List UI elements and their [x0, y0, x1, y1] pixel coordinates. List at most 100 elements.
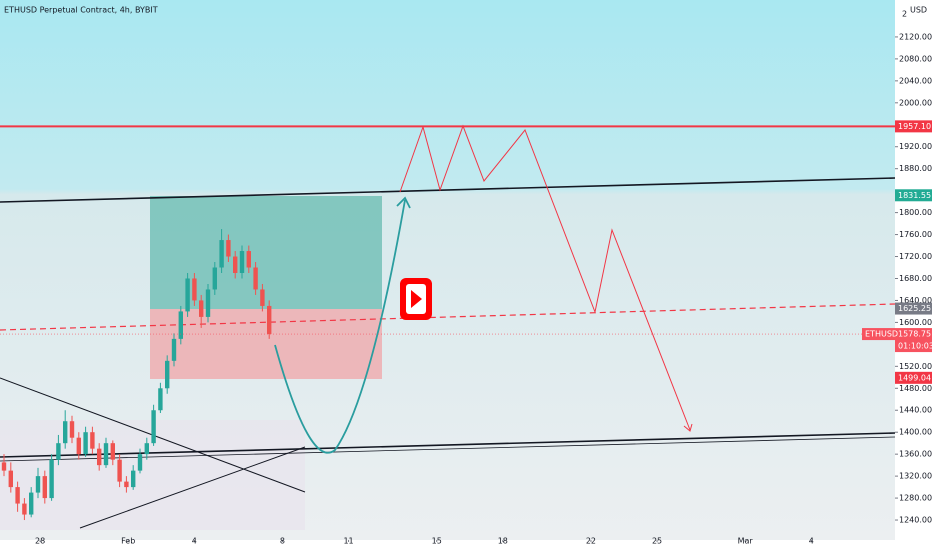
candle-body: [246, 251, 251, 268]
profit-zone: [150, 196, 382, 309]
price-tag: 1578.75 01:10:03: [895, 328, 932, 353]
candle-body: [117, 459, 122, 482]
candle-body: [158, 388, 163, 411]
price-axis: [895, 0, 932, 550]
price-tag-label: 1831.55: [898, 191, 931, 200]
candle-body: [103, 443, 109, 466]
candle-body: [63, 421, 68, 444]
candle-body: [8, 470, 13, 488]
candle-body: [171, 338, 177, 361]
time-axis: [0, 540, 895, 550]
price-tag-label: 1578.75: [898, 330, 931, 339]
channel-bottom: [0, 432, 896, 458]
x-tick-label: Mar: [738, 537, 754, 546]
x-tick-label: 4: [192, 537, 197, 546]
candle-body: [42, 476, 47, 499]
candle-body: [35, 476, 41, 493]
y-tick-label: 1480.00: [899, 384, 932, 393]
candle-body: [56, 443, 61, 460]
candle-body: [233, 256, 238, 273]
price-tag: 1625.25: [895, 302, 932, 315]
price-tag-box: [895, 302, 932, 315]
x-tick-label: 28: [35, 537, 45, 546]
y-tick-label: 1680.00: [899, 274, 932, 283]
price-tag: 1957.10: [895, 120, 932, 133]
price-tag-label: 1957.10: [898, 122, 931, 131]
y-tick-label: 2040.00: [899, 76, 932, 85]
candle-body: [267, 305, 272, 335]
candle-body: [239, 251, 245, 273]
candle-body: [137, 454, 143, 471]
projection-curve: [274, 199, 406, 454]
scale-badge: 2: [902, 10, 907, 19]
y-tick-label: 2080.00: [899, 54, 932, 63]
y-tick-label: 1400.00: [899, 428, 932, 437]
y-tick-label: 1760.00: [899, 230, 932, 239]
candle-body: [219, 240, 224, 268]
y-tick-label: 1600.00: [899, 318, 932, 327]
candle-body: [69, 421, 75, 438]
x-tick-label: 22: [586, 537, 596, 546]
candles: [1, 229, 272, 521]
currency: USD: [910, 6, 927, 15]
x-tick-label: 4: [809, 537, 814, 546]
candle-body: [90, 432, 95, 449]
candle-body: [212, 267, 217, 290]
y-tick-label: 1920.00: [899, 142, 932, 151]
price-tag-label: 1499.04: [898, 373, 931, 382]
y-tick-label: 1880.00: [899, 164, 932, 173]
candle-body: [192, 278, 197, 301]
chart-title: ETHUSD Perpetual Contract, 4h, BYBIT: [4, 6, 158, 15]
x-tick-label: 15: [432, 537, 442, 546]
symbol-tag: [862, 328, 895, 341]
curve-arrow: [396, 196, 411, 209]
price-tag: 1831.55: [895, 189, 932, 202]
y-tick-label: 1520.00: [899, 362, 932, 371]
candle-body: [185, 278, 190, 312]
symbol-tag-label: ETHUSD: [865, 330, 898, 339]
price-tag-box: [895, 120, 932, 133]
path-arrow: [683, 423, 693, 432]
candle-body: [97, 448, 102, 466]
candle-body: [165, 360, 170, 389]
y-tick-label: 1320.00: [899, 472, 932, 481]
price-tag-box: [895, 328, 932, 353]
y-tick-label: 2000.00: [899, 98, 932, 107]
triangle-bottom: [79, 446, 306, 529]
y-tick-label: 1640.00: [899, 296, 932, 305]
countdown: 01:10:03: [898, 342, 932, 351]
candle-body: [131, 470, 136, 488]
candle-body: [151, 410, 156, 444]
x-tick-label: 8: [280, 537, 285, 546]
price-tag-box: [895, 371, 932, 384]
candle-body: [29, 492, 34, 515]
channel-top: [0, 177, 896, 203]
price-tag: 1499.04: [895, 371, 932, 384]
candle-body: [260, 289, 265, 306]
loss-zone: [150, 309, 382, 379]
candle-body: [124, 481, 129, 488]
candle-body: [1, 462, 7, 471]
candle-body: [205, 289, 211, 317]
channel-bottom-2: [0, 436, 896, 462]
candle-body: [226, 240, 231, 257]
candle-body: [15, 487, 20, 504]
x-tick-label: 25: [652, 537, 662, 546]
x-tick-label: 18: [498, 537, 508, 546]
price-tag-label: 1625.25: [898, 304, 931, 313]
y-tick-label: 1800.00: [899, 208, 932, 217]
x-tick-label: 11: [343, 537, 353, 546]
x-tick-label: Feb: [121, 537, 135, 546]
y-tick-label: 1280.00: [899, 494, 932, 503]
play-icon-triangle: [411, 290, 422, 308]
candle-body: [144, 443, 149, 455]
candle-body: [83, 432, 88, 455]
candle-body: [49, 459, 54, 499]
candle-body: [253, 267, 258, 290]
candle-body: [110, 443, 115, 460]
candle-body: [22, 503, 27, 515]
candle-body: [76, 437, 81, 455]
y-tick-label: 1720.00: [899, 252, 932, 261]
